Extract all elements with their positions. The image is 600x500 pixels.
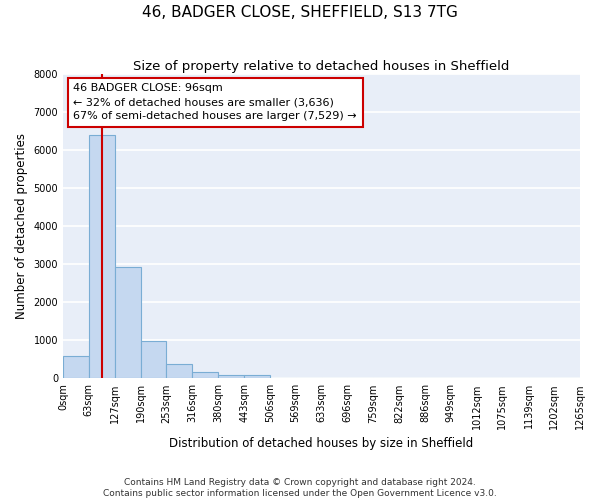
Bar [166, 364, 192, 378]
Text: 46 BADGER CLOSE: 96sqm
← 32% of detached houses are smaller (3,636)
67% of semi-: 46 BADGER CLOSE: 96sqm ← 32% of detached… [73, 84, 357, 122]
Bar [89, 136, 115, 378]
Bar [244, 376, 270, 378]
Bar [115, 268, 140, 378]
Bar [63, 356, 89, 378]
Y-axis label: Number of detached properties: Number of detached properties [15, 133, 28, 319]
Text: Contains HM Land Registry data © Crown copyright and database right 2024.
Contai: Contains HM Land Registry data © Crown c… [103, 478, 497, 498]
Title: Size of property relative to detached houses in Sheffield: Size of property relative to detached ho… [133, 60, 510, 73]
Text: 46, BADGER CLOSE, SHEFFIELD, S13 7TG: 46, BADGER CLOSE, SHEFFIELD, S13 7TG [142, 5, 458, 20]
X-axis label: Distribution of detached houses by size in Sheffield: Distribution of detached houses by size … [169, 437, 473, 450]
Bar [218, 374, 244, 378]
Bar [140, 340, 166, 378]
Bar [192, 372, 218, 378]
